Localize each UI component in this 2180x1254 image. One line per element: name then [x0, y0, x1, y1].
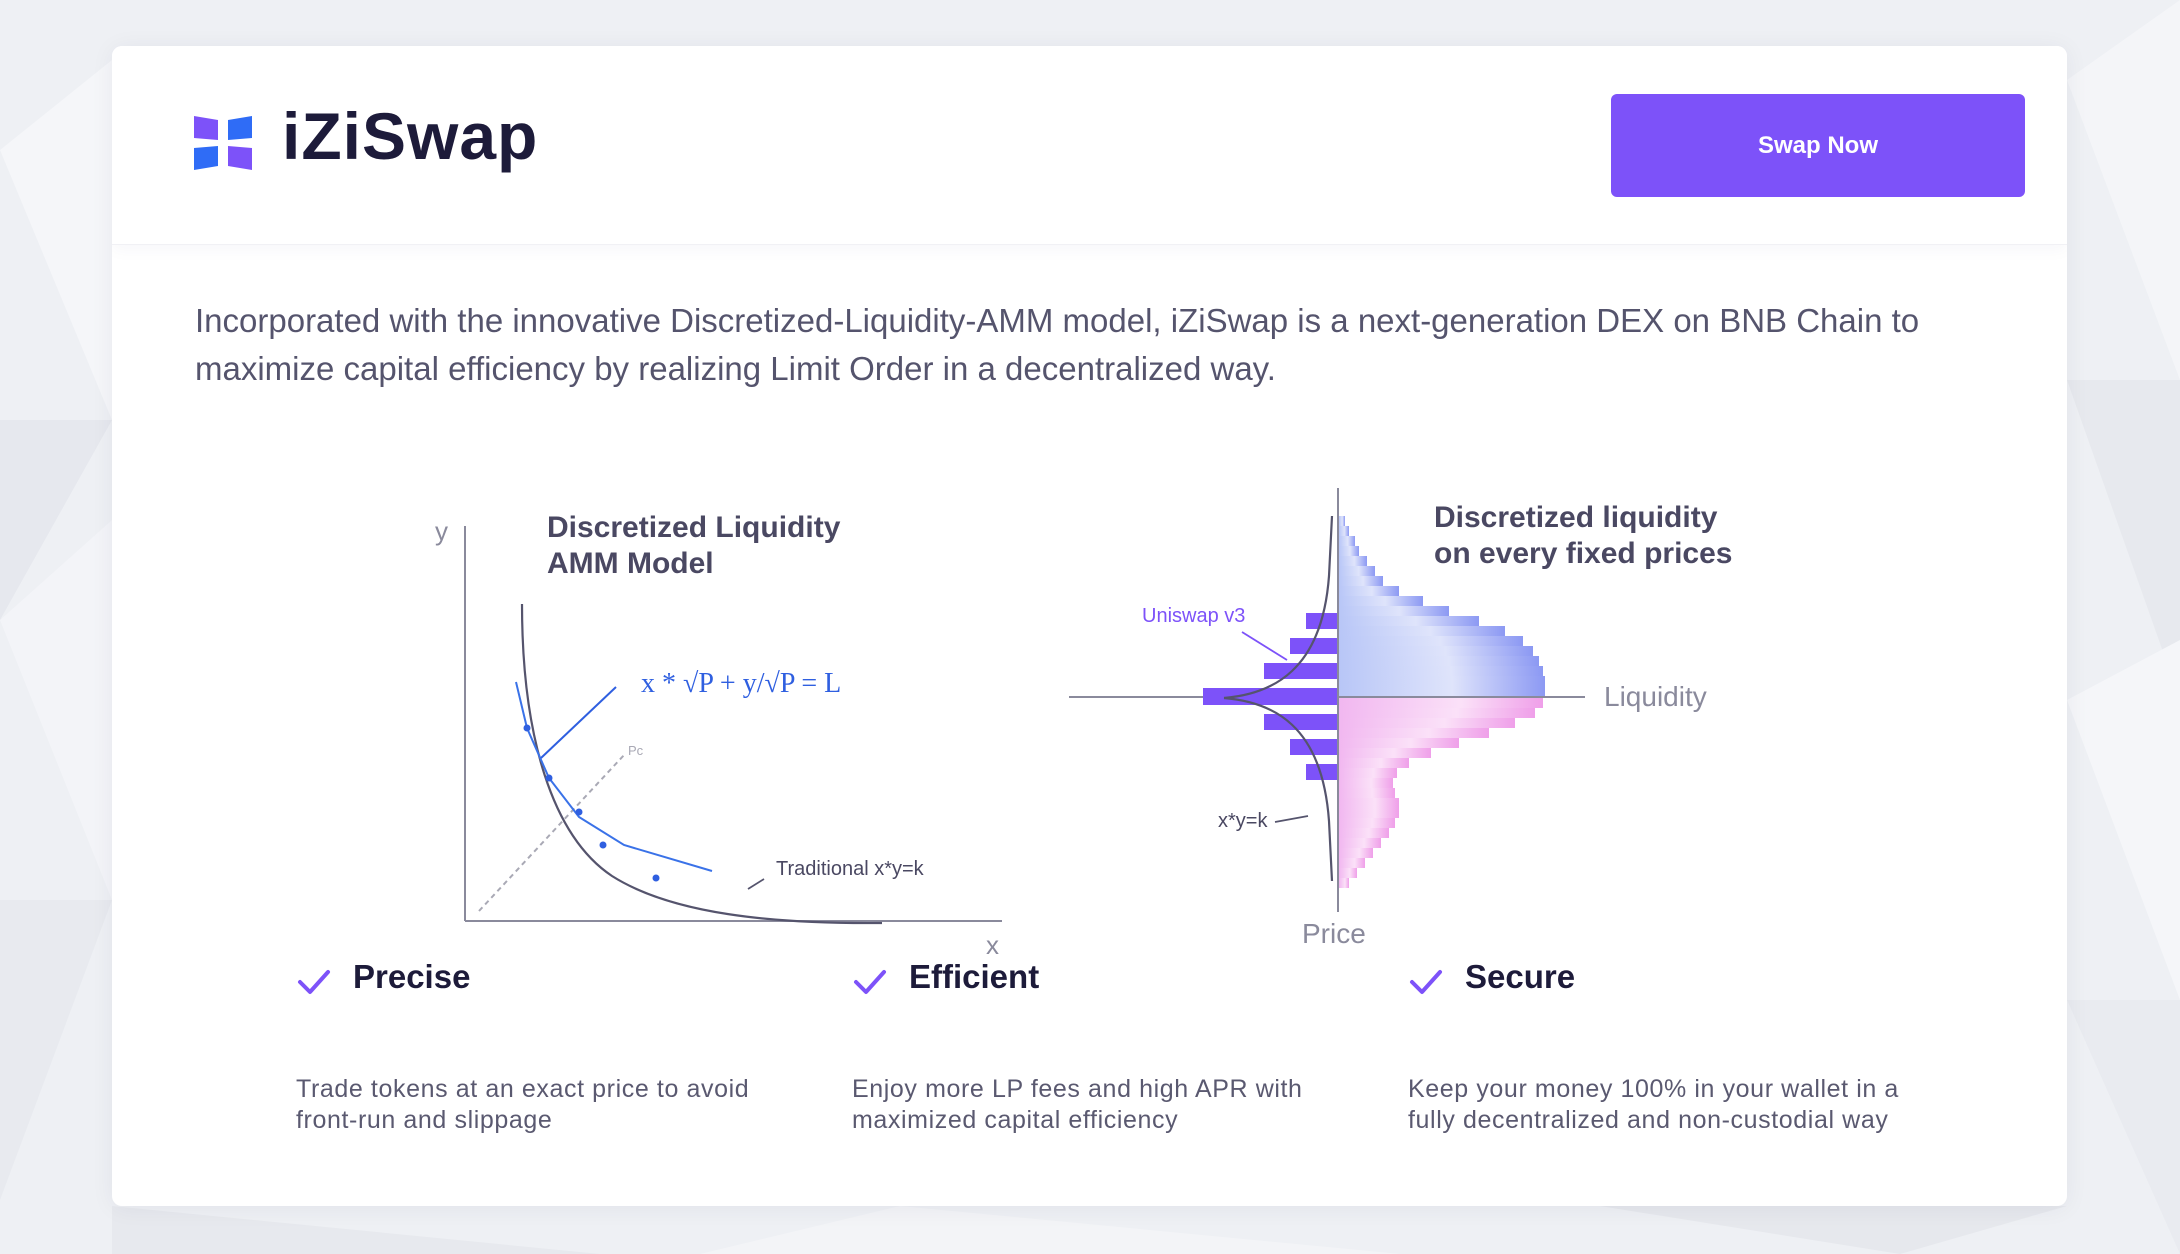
curve-label-pointer: [747, 878, 765, 890]
brand-name: iZiSwap: [282, 99, 539, 173]
liquidity-bar: [1339, 758, 1409, 768]
traditional-curve-label: Traditional x*y=k: [776, 858, 925, 880]
main-card: iZiSwap Swap Now Incorporated with the i…: [112, 46, 2067, 1206]
liquidity-bar: [1339, 728, 1489, 738]
liquidity-bar: [1339, 666, 1543, 676]
amm-title-line2: AMM Model: [547, 547, 714, 580]
uniswap-bar: [1264, 663, 1337, 679]
liquidity-bar: [1339, 636, 1523, 646]
feature-description: Keep your money 100% in your wallet in a…: [1408, 1075, 1899, 1134]
diagrams: y x Discretized Liquidity AMM Model Pc x…: [435, 488, 1732, 960]
check-icon: [298, 970, 330, 994]
segment-point: [575, 808, 583, 816]
segment-point: [599, 841, 607, 849]
liquidity-bar: [1339, 778, 1393, 788]
intro-text: Incorporated with the innovative Discret…: [195, 302, 1920, 387]
liquidity-bar: [1339, 686, 1545, 696]
amm-y-axis-label: y: [435, 516, 448, 546]
liquidity-axis-label: Liquidity: [1604, 681, 1707, 712]
liquidity-bar: [1339, 656, 1539, 666]
liquidity-bar: [1339, 606, 1449, 616]
uniswap-bar: [1290, 739, 1337, 755]
uniswap-v3-label: Uniswap v3: [1142, 605, 1245, 627]
iziswap-logo-icon: [194, 116, 252, 170]
liquidity-bar: [1339, 536, 1355, 546]
header: iZiSwap Swap Now: [112, 46, 2067, 245]
liquidity-bar: [1339, 738, 1459, 748]
liquidity-bar: [1339, 646, 1533, 656]
liquidity-bar: [1339, 566, 1375, 576]
liquidity-bar: [1339, 626, 1505, 636]
uniswap-label-pointer: [1241, 631, 1288, 661]
uniswap-bar: [1203, 688, 1337, 705]
formula-pointer: [540, 686, 617, 759]
liquidity-title-line1: Discretized liquidity: [1434, 501, 1718, 534]
segment-point: [523, 724, 531, 732]
feature-title: Efficient: [909, 958, 1040, 995]
liquidity-bar: [1339, 596, 1423, 606]
liquidity-bar: [1339, 798, 1399, 808]
upper-liquidity-bars: [1339, 516, 1545, 696]
liquidity-bar: [1339, 788, 1395, 798]
liquidity-bar: [1339, 576, 1383, 586]
xyk-curve-label: x*y=k: [1218, 810, 1268, 832]
liquidity-bar: [1339, 516, 1345, 526]
liquidity-bar: [1339, 818, 1395, 828]
liquidity-bar: [1339, 708, 1535, 718]
pc-label: Pc: [628, 743, 644, 758]
liquidity-bar: [1339, 616, 1479, 626]
feature-description: Enjoy more LP fees and high APR with max…: [852, 1075, 1303, 1134]
traditional-curve: [520, 603, 883, 925]
liquidity-bar: [1339, 676, 1545, 686]
uniswap-bar: [1264, 714, 1337, 730]
liquidity-bar: [1339, 858, 1365, 868]
uniswap-bar: [1306, 764, 1337, 780]
lower-liquidity-bars: [1339, 698, 1543, 888]
price-axis-label: Price: [1302, 918, 1366, 949]
amm-model-diagram: y x Discretized Liquidity AMM Model Pc x…: [435, 511, 1002, 960]
liquidity-title-line2: on every fixed prices: [1434, 537, 1732, 570]
liquidity-bar: [1339, 586, 1399, 596]
discretized-segments: [515, 681, 713, 872]
liquidity-bar: [1339, 556, 1367, 566]
swap-now-button[interactable]: Swap Now: [1611, 94, 2025, 197]
lower-xyk-curve: [1223, 696, 1334, 882]
amm-x-axis-label: x: [986, 930, 999, 960]
feature-title: Precise: [353, 958, 471, 995]
liquidity-bar: [1339, 828, 1389, 838]
liquidity-bar: [1339, 718, 1515, 728]
liquidity-bar: [1339, 878, 1349, 888]
liquidity-bar: [1339, 768, 1397, 778]
formula: x * √P + y/√P = L: [641, 668, 841, 699]
uniswap-bars: [1203, 613, 1337, 780]
amm-title-line1: Discretized Liquidity: [547, 511, 841, 544]
liquidity-bar: [1339, 546, 1359, 556]
liquidity-bar: [1339, 808, 1399, 818]
liquidity-diagram: Discretized liquidity on every fixed pri…: [1069, 488, 1732, 949]
liquidity-bar: [1339, 526, 1349, 536]
check-icon: [854, 970, 886, 994]
upper-xyk-curve: [1223, 515, 1334, 700]
check-icon: [1410, 970, 1442, 994]
liquidity-bar: [1339, 748, 1431, 758]
uniswap-bar: [1290, 638, 1337, 654]
liquidity-bar: [1339, 698, 1543, 708]
xyk-label-pointer: [1274, 815, 1309, 823]
feature-title: Secure: [1465, 958, 1576, 995]
segment-point: [652, 874, 660, 882]
feature-description: Trade tokens at an exact price to avoid …: [296, 1075, 750, 1134]
segment-point: [545, 774, 553, 782]
liquidity-bar: [1339, 848, 1373, 858]
liquidity-bar: [1339, 838, 1381, 848]
liquidity-bar: [1339, 868, 1357, 878]
